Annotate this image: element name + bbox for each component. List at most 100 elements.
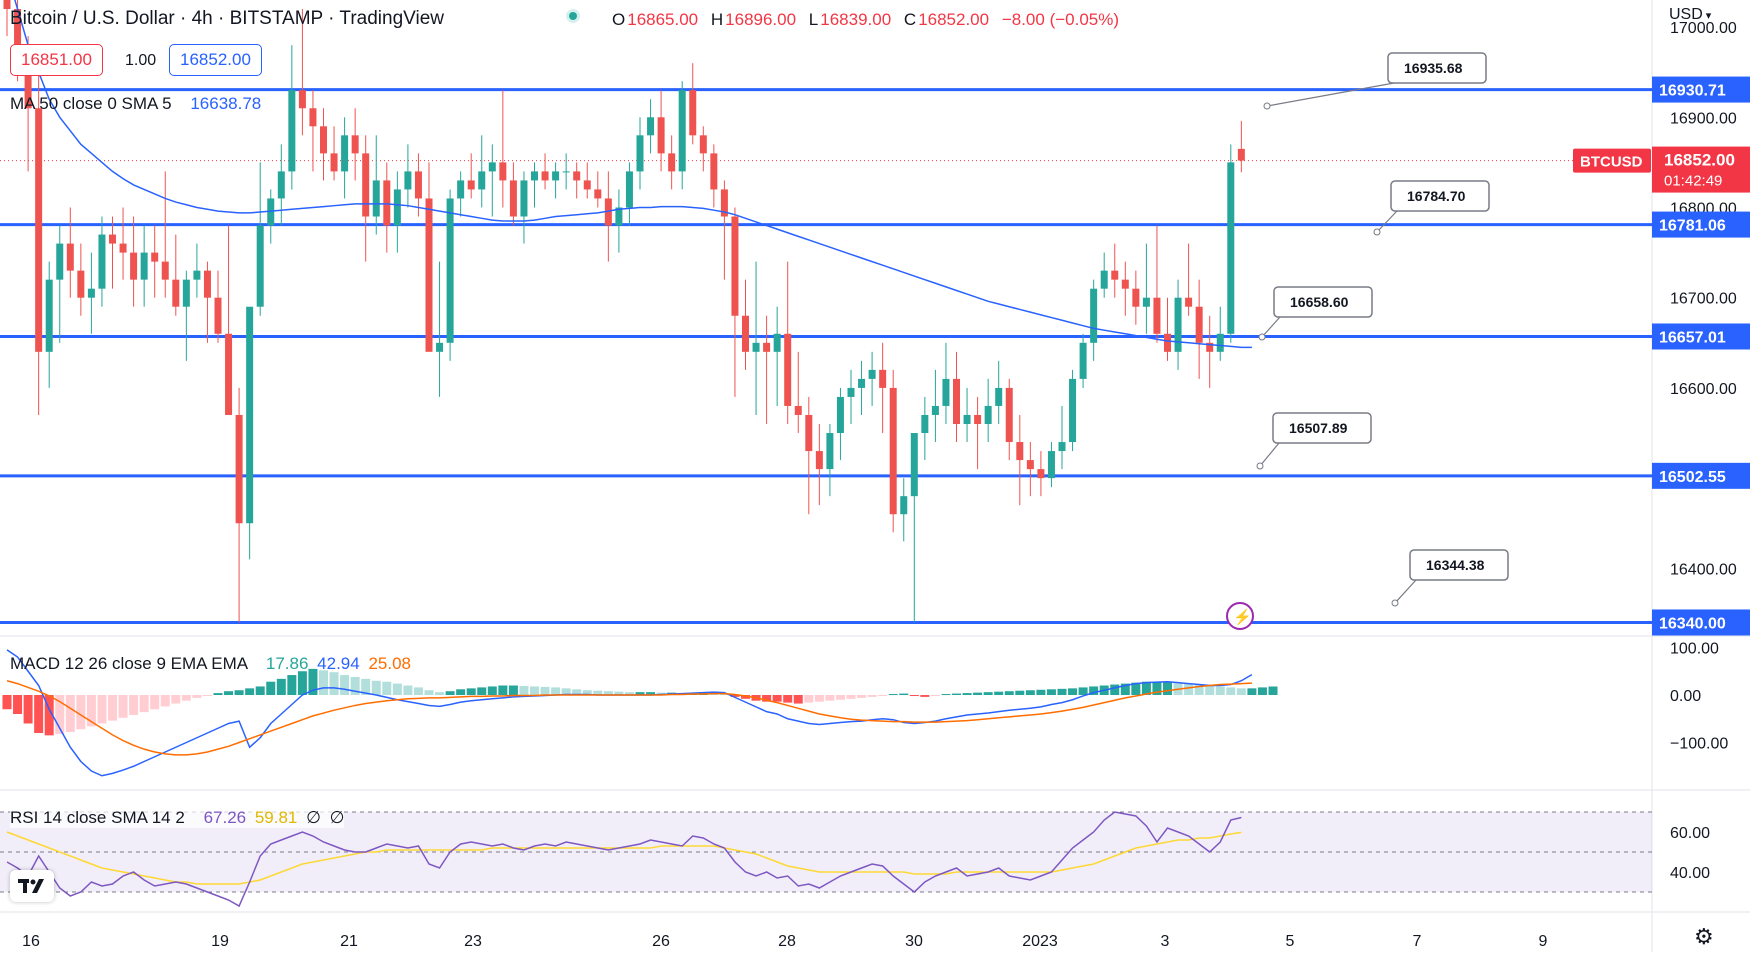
candle-body	[868, 369, 876, 379]
candle-body	[87, 288, 95, 298]
candle-body	[1195, 306, 1203, 343]
candle-body	[784, 333, 792, 406]
macd-histogram-bar	[329, 672, 339, 695]
macd-histogram-bar	[519, 685, 529, 695]
macd-histogram-bar	[1089, 686, 1099, 695]
candle-body	[277, 171, 285, 199]
macd-histogram-bar	[962, 693, 972, 695]
candle-body	[953, 378, 960, 424]
macd-histogram-bar	[266, 681, 276, 695]
price-tick-label: 16600.00	[1670, 381, 1737, 398]
candle-body	[45, 279, 53, 352]
macd-histogram-bar	[224, 691, 234, 695]
symbol-badge	[1573, 148, 1651, 173]
macd-histogram-bar	[308, 668, 318, 695]
candle-body	[625, 171, 633, 208]
ohlc-open-label: O	[612, 10, 626, 29]
currency-selector[interactable]: USD ▾	[1669, 6, 1711, 24]
candle-body	[98, 234, 106, 289]
macd-histogram-bar	[192, 695, 202, 698]
candle-body	[203, 270, 211, 298]
macd-histogram-bar	[86, 695, 96, 727]
macd-histogram-bar	[44, 695, 54, 736]
macd-histogram-bar	[234, 690, 244, 695]
candle-body	[488, 162, 496, 172]
macd-histogram-bar	[424, 690, 434, 695]
macd-histogram-bar	[319, 670, 328, 695]
candle-body	[214, 297, 222, 334]
macd-histogram-bar	[456, 689, 466, 695]
candle-body	[1005, 387, 1013, 443]
candle-body	[995, 387, 1003, 406]
countdown-text: 01:42:49	[1664, 173, 1722, 190]
candle-body	[562, 171, 570, 173]
candle-body	[1058, 442, 1066, 452]
macd-histogram-bar	[361, 678, 371, 695]
macd-histogram-bar	[804, 695, 814, 703]
time-tick-label: 3	[1161, 933, 1170, 950]
candle-body	[509, 180, 517, 217]
macd-hist-value: 17.86	[265, 654, 309, 673]
macd-histogram-bar	[2, 695, 12, 710]
macd-histogram-bar	[1194, 684, 1204, 695]
macd-histogram-bar	[741, 695, 750, 699]
macd-line-value: 42.94	[317, 654, 360, 673]
macd-histogram-bar	[1268, 686, 1278, 695]
macd-histogram-bar	[213, 693, 223, 695]
macd-histogram-bar	[603, 691, 613, 695]
macd-histogram-bar	[835, 695, 845, 700]
callout-anchor	[1256, 462, 1264, 470]
candle-body	[77, 270, 85, 298]
macd-histogram-bar	[129, 695, 139, 715]
horizontal-level-badge	[1652, 323, 1750, 350]
ohlc-open-value: 16865.00	[627, 10, 699, 29]
candle-body	[182, 279, 190, 307]
tradingview-logo-icon[interactable]	[10, 870, 54, 902]
macd-histogram-bar	[1004, 691, 1014, 695]
callout-box	[1273, 286, 1373, 318]
horizontal-level-badge	[1652, 609, 1750, 636]
buy-button[interactable]: 16852.00	[169, 44, 262, 76]
macd-legend[interactable]: MACD 12 26 close 9 EMA EMA 17.86 42.94 2…	[10, 654, 411, 674]
ohlc-low-value: 16839.00	[820, 10, 892, 29]
candle-body	[56, 243, 64, 280]
callout-box	[1390, 180, 1490, 212]
tv-logo-mark	[18, 879, 44, 893]
candle-body	[1090, 288, 1098, 343]
price-tick-label: 16400.00	[1670, 561, 1737, 578]
macd-signal-value: 25.08	[368, 654, 411, 673]
candle-body	[362, 153, 370, 217]
sell-button[interactable]: 16851.00	[10, 44, 103, 76]
rsi-pane: 60.00 40.00	[0, 811, 1710, 908]
callout-anchor	[1258, 333, 1266, 341]
rsi-legend[interactable]: RSI 14 close SMA 14 2 67.26 59.81 ∅ ∅	[10, 808, 345, 828]
candle-body	[1026, 460, 1034, 470]
candle-body	[24, 63, 32, 109]
symbol-title: Bitcoin / U.S. Dollar · 4h · BITSTAMP · …	[10, 8, 444, 29]
candle-body	[309, 108, 317, 127]
ma-legend[interactable]: MA 50 close 0 SMA 5 16638.78	[10, 94, 261, 114]
macd-histogram-bar	[762, 695, 772, 702]
rsi-tick-label: 40.00	[1670, 865, 1710, 882]
macd-histogram-bar	[1110, 684, 1120, 695]
ohlc-legend: O 16865.00 H 16896.00 L 16839.00 C 16852.00 …	[612, 10, 1121, 30]
candle-body	[330, 153, 338, 172]
macd-histogram-bar	[118, 695, 128, 718]
market-status-icon	[566, 9, 580, 23]
settings-gear-icon[interactable]: ⚙	[1694, 924, 1714, 949]
candle-body	[1142, 297, 1150, 307]
macd-histogram-bar	[340, 675, 350, 695]
time-tick-label: 9	[1539, 933, 1548, 950]
macd-histogram-bar	[888, 694, 898, 696]
time-tick-label: 26	[652, 933, 670, 950]
macd-histogram-bar	[1068, 688, 1078, 695]
macd-histogram-bar	[13, 695, 23, 714]
macd-histogram-bar	[171, 695, 181, 704]
macd-histogram-bar	[1205, 685, 1215, 695]
candle-body	[963, 414, 971, 424]
macd-histogram-bar	[508, 685, 518, 695]
candle-body	[520, 180, 528, 217]
candle-body	[668, 153, 676, 172]
candle-body	[879, 369, 887, 388]
